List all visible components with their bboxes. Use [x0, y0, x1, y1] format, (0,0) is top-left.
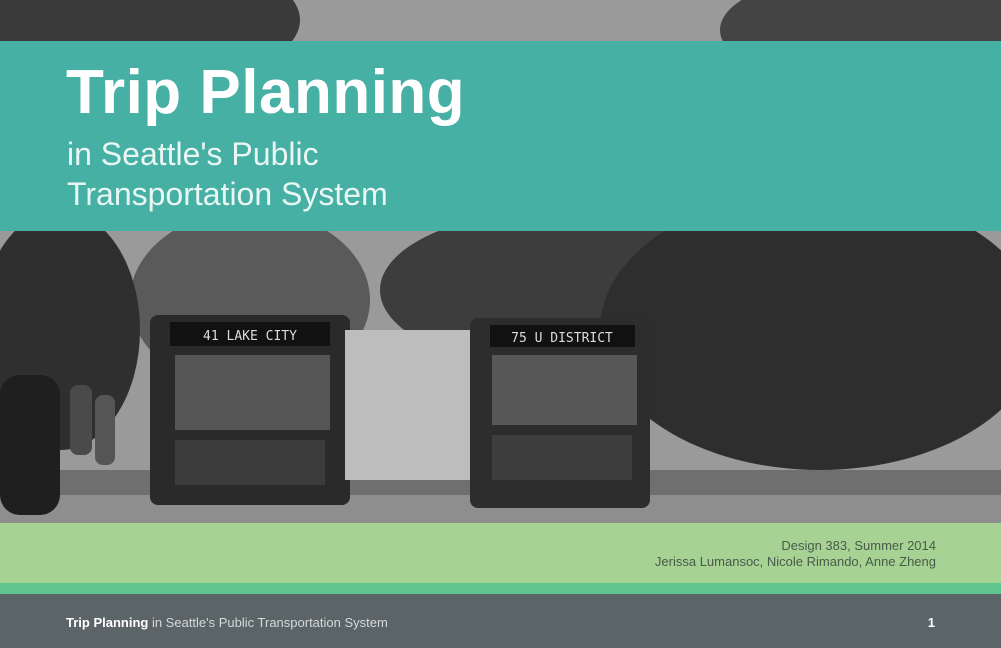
page-title: Trip Planning — [66, 58, 466, 127]
course-info: Design 383, Summer 2014 — [781, 538, 936, 553]
credits-band — [0, 523, 1001, 583]
footer-title-rest: in Seattle's Public Transportation Syste… — [148, 615, 388, 630]
bus2-sign: 75 U DISTRICT — [511, 331, 613, 346]
title-banner — [0, 41, 1001, 231]
credits: Design 383, Summer 2014 Jerissa Lumansoc… — [655, 538, 936, 570]
accent-strip — [0, 583, 1001, 594]
footer-bar — [0, 594, 1001, 648]
subtitle-line-2: Transportation System — [67, 176, 388, 212]
authors: Jerissa Lumansoc, Nicole Rimando, Anne Z… — [654, 554, 936, 569]
page-subtitle: in Seattle's Public Transportation Syste… — [67, 134, 567, 214]
subtitle-line-1: in Seattle's Public — [67, 136, 319, 172]
page-number: 1 — [927, 615, 935, 630]
bus1-sign: 41 LAKE CITY — [203, 329, 297, 344]
footer-title: Trip Planning in Seattle's Public Transp… — [66, 615, 388, 630]
footer-title-bold: Trip Planning — [66, 615, 149, 630]
